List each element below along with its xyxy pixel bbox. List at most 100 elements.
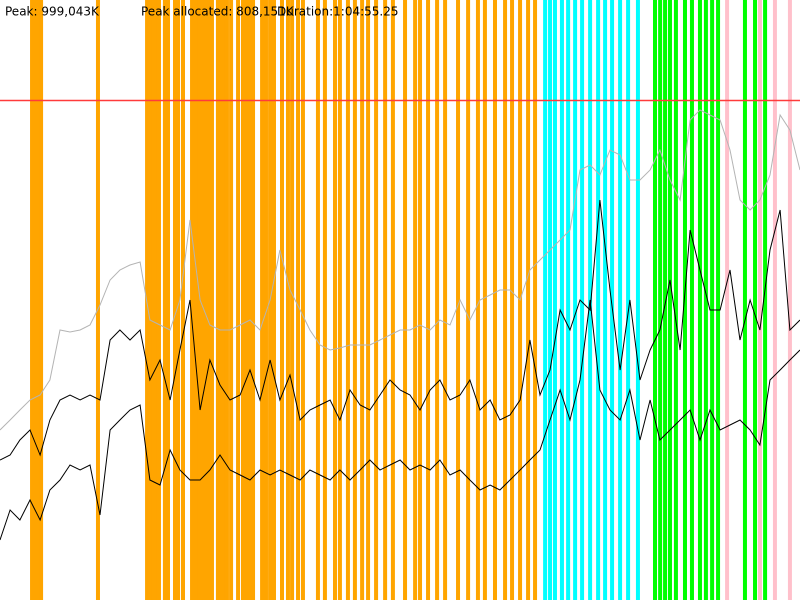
event-band xyxy=(413,0,418,600)
event-band xyxy=(787,0,792,600)
event-band xyxy=(753,0,758,600)
event-band xyxy=(580,0,585,600)
event-band xyxy=(345,0,350,600)
event-band xyxy=(374,0,379,600)
event-band xyxy=(443,0,448,600)
event-band xyxy=(596,0,601,600)
event-band xyxy=(315,0,320,600)
event-band xyxy=(757,0,762,600)
event-band xyxy=(510,0,515,600)
event-band xyxy=(32,0,37,600)
event-band xyxy=(742,0,747,600)
event-band xyxy=(229,0,234,600)
event-band xyxy=(280,0,285,600)
event-band xyxy=(200,0,205,600)
event-band xyxy=(290,0,295,600)
event-band xyxy=(30,0,35,600)
event-band xyxy=(222,0,227,600)
event-band xyxy=(635,0,640,600)
event-bands xyxy=(30,0,792,600)
memory-line xyxy=(0,299,800,541)
event-band xyxy=(166,0,171,600)
event-band xyxy=(710,0,715,600)
event-band xyxy=(503,0,508,600)
event-band xyxy=(285,0,290,600)
event-band xyxy=(197,0,202,600)
event-band xyxy=(418,0,423,600)
event-band xyxy=(151,0,156,600)
event-band xyxy=(219,0,224,600)
event-band xyxy=(145,0,150,600)
event-band xyxy=(366,0,371,600)
event-band xyxy=(35,0,40,600)
event-band xyxy=(172,0,177,600)
event-band xyxy=(772,0,777,600)
event-band xyxy=(492,0,497,600)
event-band xyxy=(176,0,181,600)
event-band xyxy=(390,0,395,600)
event-band xyxy=(156,0,161,600)
event-band xyxy=(548,0,553,600)
event-band xyxy=(543,0,548,600)
event-band xyxy=(626,0,631,600)
event-band xyxy=(204,0,209,600)
event-band xyxy=(466,0,471,600)
event-band xyxy=(300,0,305,600)
event-band xyxy=(403,0,408,600)
event-band xyxy=(475,0,480,600)
event-band xyxy=(618,0,623,600)
event-band xyxy=(658,0,663,600)
event-band xyxy=(322,0,327,600)
event-band xyxy=(482,0,487,600)
event-band xyxy=(552,0,557,600)
event-band xyxy=(207,0,212,600)
event-band xyxy=(663,0,668,600)
event-band xyxy=(725,0,730,600)
event-band xyxy=(682,0,687,600)
event-band xyxy=(360,0,365,600)
event-band xyxy=(209,0,214,600)
event-band xyxy=(689,0,694,600)
event-band xyxy=(190,0,195,600)
peak-label: Peak: 999,043K xyxy=(5,5,100,19)
event-band xyxy=(652,0,657,600)
event-band xyxy=(251,0,256,600)
event-band xyxy=(435,0,440,600)
event-band xyxy=(95,0,100,600)
event-band xyxy=(39,0,44,600)
event-band xyxy=(716,0,721,600)
event-band xyxy=(332,0,337,600)
event-band xyxy=(147,0,152,600)
event-band xyxy=(559,0,564,600)
event-band xyxy=(603,0,608,600)
event-band xyxy=(215,0,220,600)
event-band xyxy=(456,0,461,600)
event-band xyxy=(224,0,229,600)
event-band xyxy=(352,0,357,600)
event-band xyxy=(271,0,276,600)
event-band xyxy=(193,0,198,600)
event-band xyxy=(763,0,768,600)
event-band xyxy=(260,0,265,600)
event-band xyxy=(697,0,702,600)
event-band xyxy=(673,0,678,600)
memory-line xyxy=(0,109,800,431)
event-band xyxy=(703,0,708,600)
event-band xyxy=(247,0,252,600)
memory-lines xyxy=(0,109,800,541)
event-band xyxy=(566,0,571,600)
event-band xyxy=(296,0,301,600)
event-band xyxy=(426,0,431,600)
event-band xyxy=(181,0,186,600)
event-band xyxy=(337,0,342,600)
event-band xyxy=(526,0,531,600)
event-band xyxy=(263,0,268,600)
event-band xyxy=(162,0,167,600)
event-band xyxy=(383,0,388,600)
event-band xyxy=(610,0,615,600)
event-band xyxy=(236,0,241,600)
duration-label: Duration:1:04:55.25 xyxy=(277,5,399,19)
event-band xyxy=(573,0,578,600)
